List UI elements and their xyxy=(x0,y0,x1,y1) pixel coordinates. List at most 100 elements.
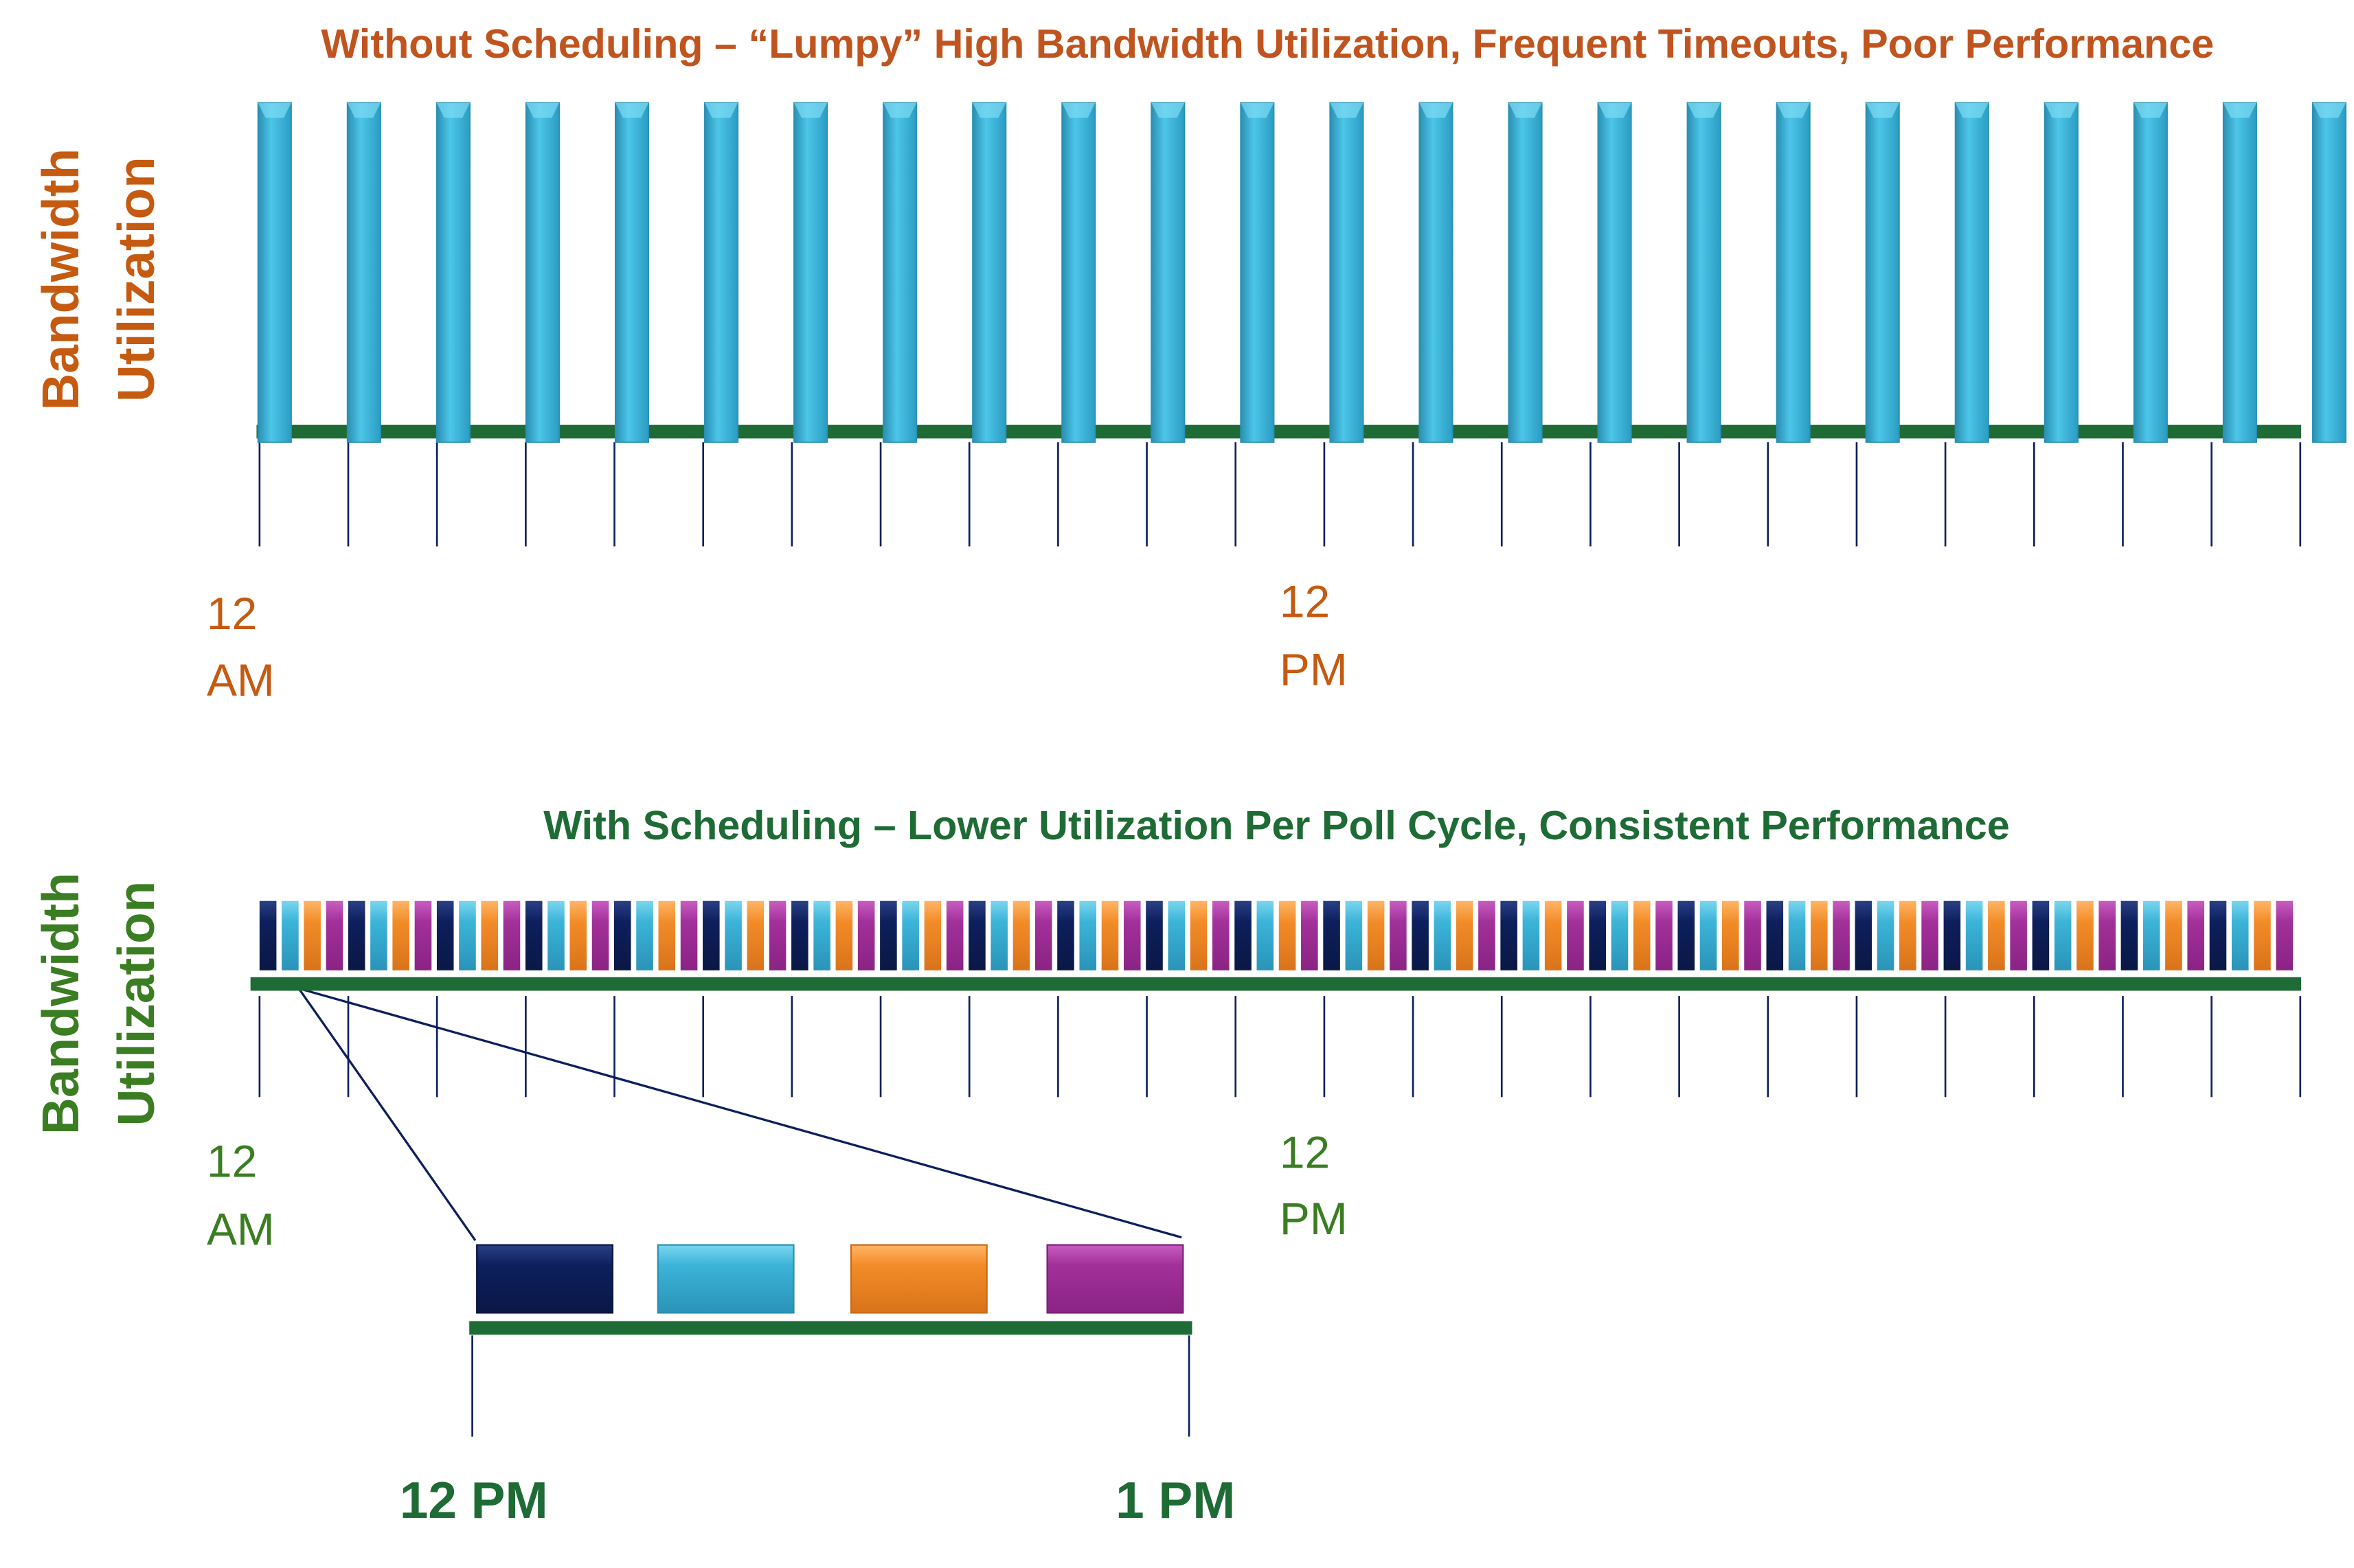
small-bar xyxy=(1101,900,1119,970)
x-label: 12 xyxy=(207,1136,257,1187)
x-label: 12 xyxy=(1280,1126,1330,1177)
small-bar xyxy=(1190,900,1208,970)
small-bar xyxy=(1390,900,1407,970)
small-bar xyxy=(1500,900,1517,970)
top-title: Without Scheduling – “Lumpy” High Bandwi… xyxy=(321,21,2214,67)
y-label: Bandwidth xyxy=(32,872,89,1135)
small-bar xyxy=(1721,900,1739,970)
bar-cap xyxy=(2044,102,2078,118)
bar-cap xyxy=(1955,102,1989,118)
bar xyxy=(2044,102,2079,443)
bar xyxy=(1418,102,1453,443)
bar-cap xyxy=(1866,102,1899,118)
bar-cap xyxy=(1151,102,1185,118)
small-bar xyxy=(725,900,742,970)
bar-cap xyxy=(1062,102,1096,118)
small-bar xyxy=(1301,900,1318,970)
small-bar xyxy=(348,900,365,970)
y-label: Utilization xyxy=(107,881,165,1126)
bar-cap xyxy=(1687,102,1721,118)
small-bar xyxy=(747,900,765,970)
small-bar xyxy=(1456,900,1473,970)
bar xyxy=(1240,102,1275,443)
small-bar xyxy=(1323,900,1340,970)
small-bar xyxy=(1788,900,1806,970)
small-bar xyxy=(1278,900,1296,970)
bar xyxy=(1776,102,1811,443)
small-bar xyxy=(481,900,499,970)
small-bar xyxy=(436,900,454,970)
small-bar xyxy=(2054,900,2072,970)
small-bar xyxy=(2209,900,2227,970)
small-bar xyxy=(1589,900,1606,970)
small-bar xyxy=(2098,900,2116,970)
small-bar xyxy=(1212,900,1230,970)
small-bar xyxy=(680,900,698,970)
small-bar xyxy=(791,900,808,970)
small-bar xyxy=(2276,900,2294,970)
small-bar xyxy=(1146,900,1163,970)
bar-cap xyxy=(258,102,291,118)
small-bar xyxy=(835,900,853,970)
small-bar xyxy=(326,900,343,970)
small-bar xyxy=(459,900,476,970)
bar-cap xyxy=(2223,102,2257,118)
small-bar xyxy=(1345,900,1363,970)
y-label: Bandwidth xyxy=(32,148,89,411)
bar xyxy=(435,102,471,443)
small-bar xyxy=(769,900,786,970)
small-bar xyxy=(1655,900,1673,970)
zoom-line xyxy=(298,987,1182,1239)
small-bar xyxy=(591,900,609,970)
zoom-bar xyxy=(850,1244,988,1314)
small-bar xyxy=(1256,900,1274,970)
small-bar xyxy=(1034,900,1052,970)
small-bar xyxy=(2231,900,2249,970)
bar xyxy=(972,102,1007,443)
small-bar xyxy=(1921,900,1938,970)
bar xyxy=(704,102,739,443)
small-bar xyxy=(636,900,653,970)
small-bar xyxy=(2010,900,2027,970)
small-bar xyxy=(2254,900,2271,970)
small-bar xyxy=(1877,900,1894,970)
bar-cap xyxy=(1508,102,1542,118)
small-bar xyxy=(658,900,676,970)
bar-cap xyxy=(793,102,828,118)
small-bar xyxy=(1123,900,1141,970)
zoom-label: 1 PM xyxy=(1116,1471,1235,1529)
small-bar xyxy=(547,900,565,970)
small-bar xyxy=(2142,900,2160,970)
small-bar xyxy=(1478,900,1495,970)
bar xyxy=(1865,102,1900,443)
bar-cap xyxy=(1419,102,1453,118)
bar-cap xyxy=(615,102,649,118)
small-bar xyxy=(2120,900,2138,970)
small-bar xyxy=(1412,900,1429,970)
small-bar xyxy=(1744,900,1761,970)
small-bar xyxy=(1057,900,1074,970)
bar-cap xyxy=(883,102,917,118)
small-bar xyxy=(1855,900,1872,970)
small-bar xyxy=(525,900,543,970)
small-bar xyxy=(857,900,875,970)
x-label: AM xyxy=(207,655,275,705)
bar-cap xyxy=(1598,102,1631,118)
bar xyxy=(257,102,292,443)
small-bar xyxy=(991,900,1008,970)
zoom-bar xyxy=(657,1244,795,1314)
small-bar xyxy=(1012,900,1030,970)
y-label: Utilization xyxy=(107,157,165,402)
zoom-label: 12 PM xyxy=(400,1471,548,1529)
bar xyxy=(1686,102,1721,443)
small-bar xyxy=(1079,900,1097,970)
bar-cap xyxy=(436,102,471,118)
small-bar xyxy=(1234,900,1252,970)
bar xyxy=(1954,102,1989,443)
small-bar xyxy=(1811,900,1828,970)
bar xyxy=(2222,102,2257,443)
bar xyxy=(525,102,561,443)
small-bar xyxy=(569,900,587,970)
